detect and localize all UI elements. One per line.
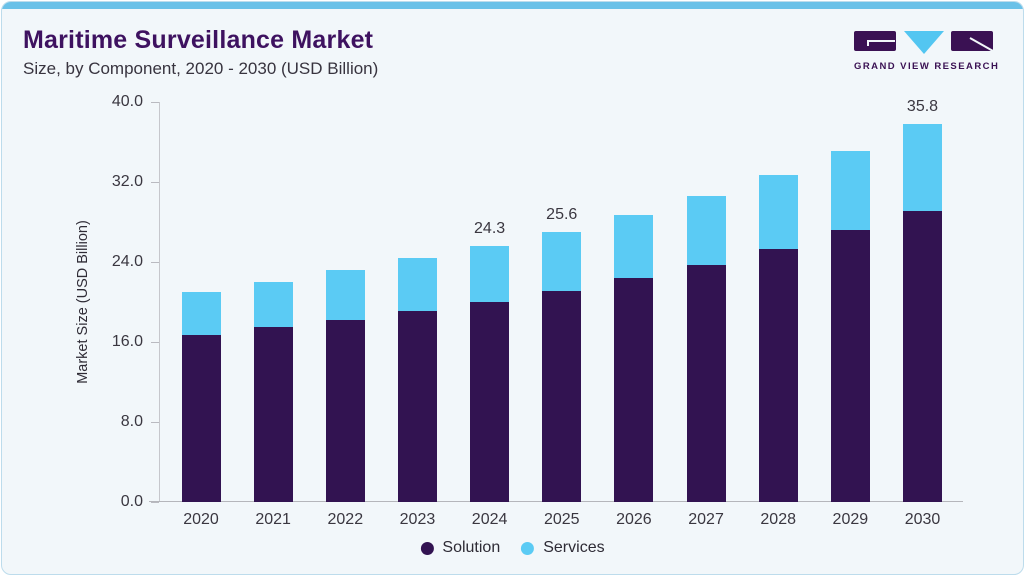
bar-2021 xyxy=(253,281,293,502)
y-tick-32.0 xyxy=(151,181,159,183)
bar-2026 xyxy=(614,215,654,502)
y-tick-label-0.0: 0.0 xyxy=(120,493,143,510)
bar-2030 xyxy=(903,124,942,502)
y-tick-label-40.0: 40.0 xyxy=(111,93,143,110)
bar-segment-solution-2024 xyxy=(470,301,510,502)
legend-label-solution: Solution xyxy=(442,539,501,556)
bar-segment-services-2029 xyxy=(830,150,870,230)
y-tick-16.0 xyxy=(151,341,159,343)
legend-dot-services-icon xyxy=(521,541,535,555)
logo-triangle-icon xyxy=(904,31,944,54)
x-tick-label-2020: 2020 xyxy=(183,511,219,528)
bar-segment-services-2026 xyxy=(614,215,654,279)
data-label-2025: 25.6 xyxy=(546,205,578,223)
y-tick-label-8.0: 8.0 xyxy=(120,413,143,430)
gvr-logo-icon xyxy=(854,31,994,54)
logo-wordmark: GRAND VIEW RESEARCH xyxy=(854,61,1000,72)
bar-segment-services-2030 xyxy=(903,124,942,211)
bar-segment-services-2027 xyxy=(686,196,726,265)
bar-segment-solution-2021 xyxy=(253,326,293,502)
x-tick-label-2024: 2024 xyxy=(471,511,508,528)
bar-segment-services-2025 xyxy=(542,231,582,291)
x-tick-label-2028: 2028 xyxy=(760,511,796,528)
x-tick-label-2025: 2025 xyxy=(543,511,580,528)
bar-2023 xyxy=(397,258,437,502)
x-tick-label-2023: 2023 xyxy=(399,511,436,528)
legend-dot-solution-icon xyxy=(420,541,434,555)
page-title: Maritime Surveillance Market xyxy=(23,26,374,54)
y-tick-40.0 xyxy=(151,101,159,103)
bar-segment-solution-2022 xyxy=(325,319,365,502)
bar-segment-solution-2023 xyxy=(397,311,437,502)
x-tick-label-2021: 2021 xyxy=(255,511,291,528)
page-subtitle: Size, by Component, 2020 - 2030 (USD Bil… xyxy=(23,59,379,78)
bar-segment-solution-2029 xyxy=(830,229,870,502)
x-tick-label-2027: 2027 xyxy=(688,511,724,528)
logo-g-block xyxy=(854,31,896,51)
bar-segment-solution-2025 xyxy=(542,291,582,502)
y-axis-title: Market Size (USD Billion) xyxy=(75,220,91,384)
grand-view-research-logo: GRAND VIEW RESEARCH xyxy=(854,31,1000,72)
bar-2020 xyxy=(181,292,221,502)
bar-segment-solution-2020 xyxy=(181,335,221,502)
bar-2024 xyxy=(470,245,510,502)
y-tick-24.0 xyxy=(151,261,159,263)
bar-segment-services-2028 xyxy=(758,174,798,249)
data-label-2030: 35.8 xyxy=(906,98,939,116)
bar-segment-solution-2027 xyxy=(686,264,726,502)
bar-segment-services-2024 xyxy=(470,245,510,302)
plot-area: 40.0 32.0 24.0 16.0 8.0 0.0 2020 2021 2022 2023 20… xyxy=(112,93,963,528)
bar-segment-solution-2028 xyxy=(758,248,798,502)
y-tick-label-16.0: 16.0 xyxy=(111,333,143,350)
bar-segment-solution-2030 xyxy=(903,210,942,502)
y-axis-line xyxy=(159,102,160,502)
x-tick-label-2029: 2029 xyxy=(832,511,869,528)
bar-2025 xyxy=(542,231,582,502)
bar-segment-services-2020 xyxy=(181,292,221,336)
legend-item-solution: Solution xyxy=(420,539,500,557)
logo-r-block xyxy=(951,31,994,52)
bar-2027 xyxy=(686,196,726,502)
top-accent-bar xyxy=(2,2,1023,9)
y-tick-label-32.0: 32.0 xyxy=(111,173,143,190)
chart-legend: Solution Services xyxy=(420,539,605,557)
legend-item-services: Services xyxy=(521,539,605,557)
bar-segment-services-2022 xyxy=(325,269,365,320)
bar-segment-services-2023 xyxy=(397,258,437,312)
bar-segment-solution-2026 xyxy=(614,278,654,502)
y-tick-8.0 xyxy=(151,421,159,423)
y-tick-0.0 xyxy=(151,501,159,503)
x-tick-label-2026: 2026 xyxy=(616,511,652,528)
bar-2029 xyxy=(830,150,870,502)
x-tick-label-2022: 2022 xyxy=(327,511,364,528)
bar-2028 xyxy=(758,174,798,502)
legend-label-services: Services xyxy=(543,539,605,556)
bar-2022 xyxy=(325,269,365,502)
data-label-2024: 24.3 xyxy=(474,219,506,237)
bar-segment-services-2021 xyxy=(253,281,293,327)
x-tick-label-2030: 2030 xyxy=(904,511,941,528)
y-tick-label-24.0: 24.0 xyxy=(111,253,143,270)
